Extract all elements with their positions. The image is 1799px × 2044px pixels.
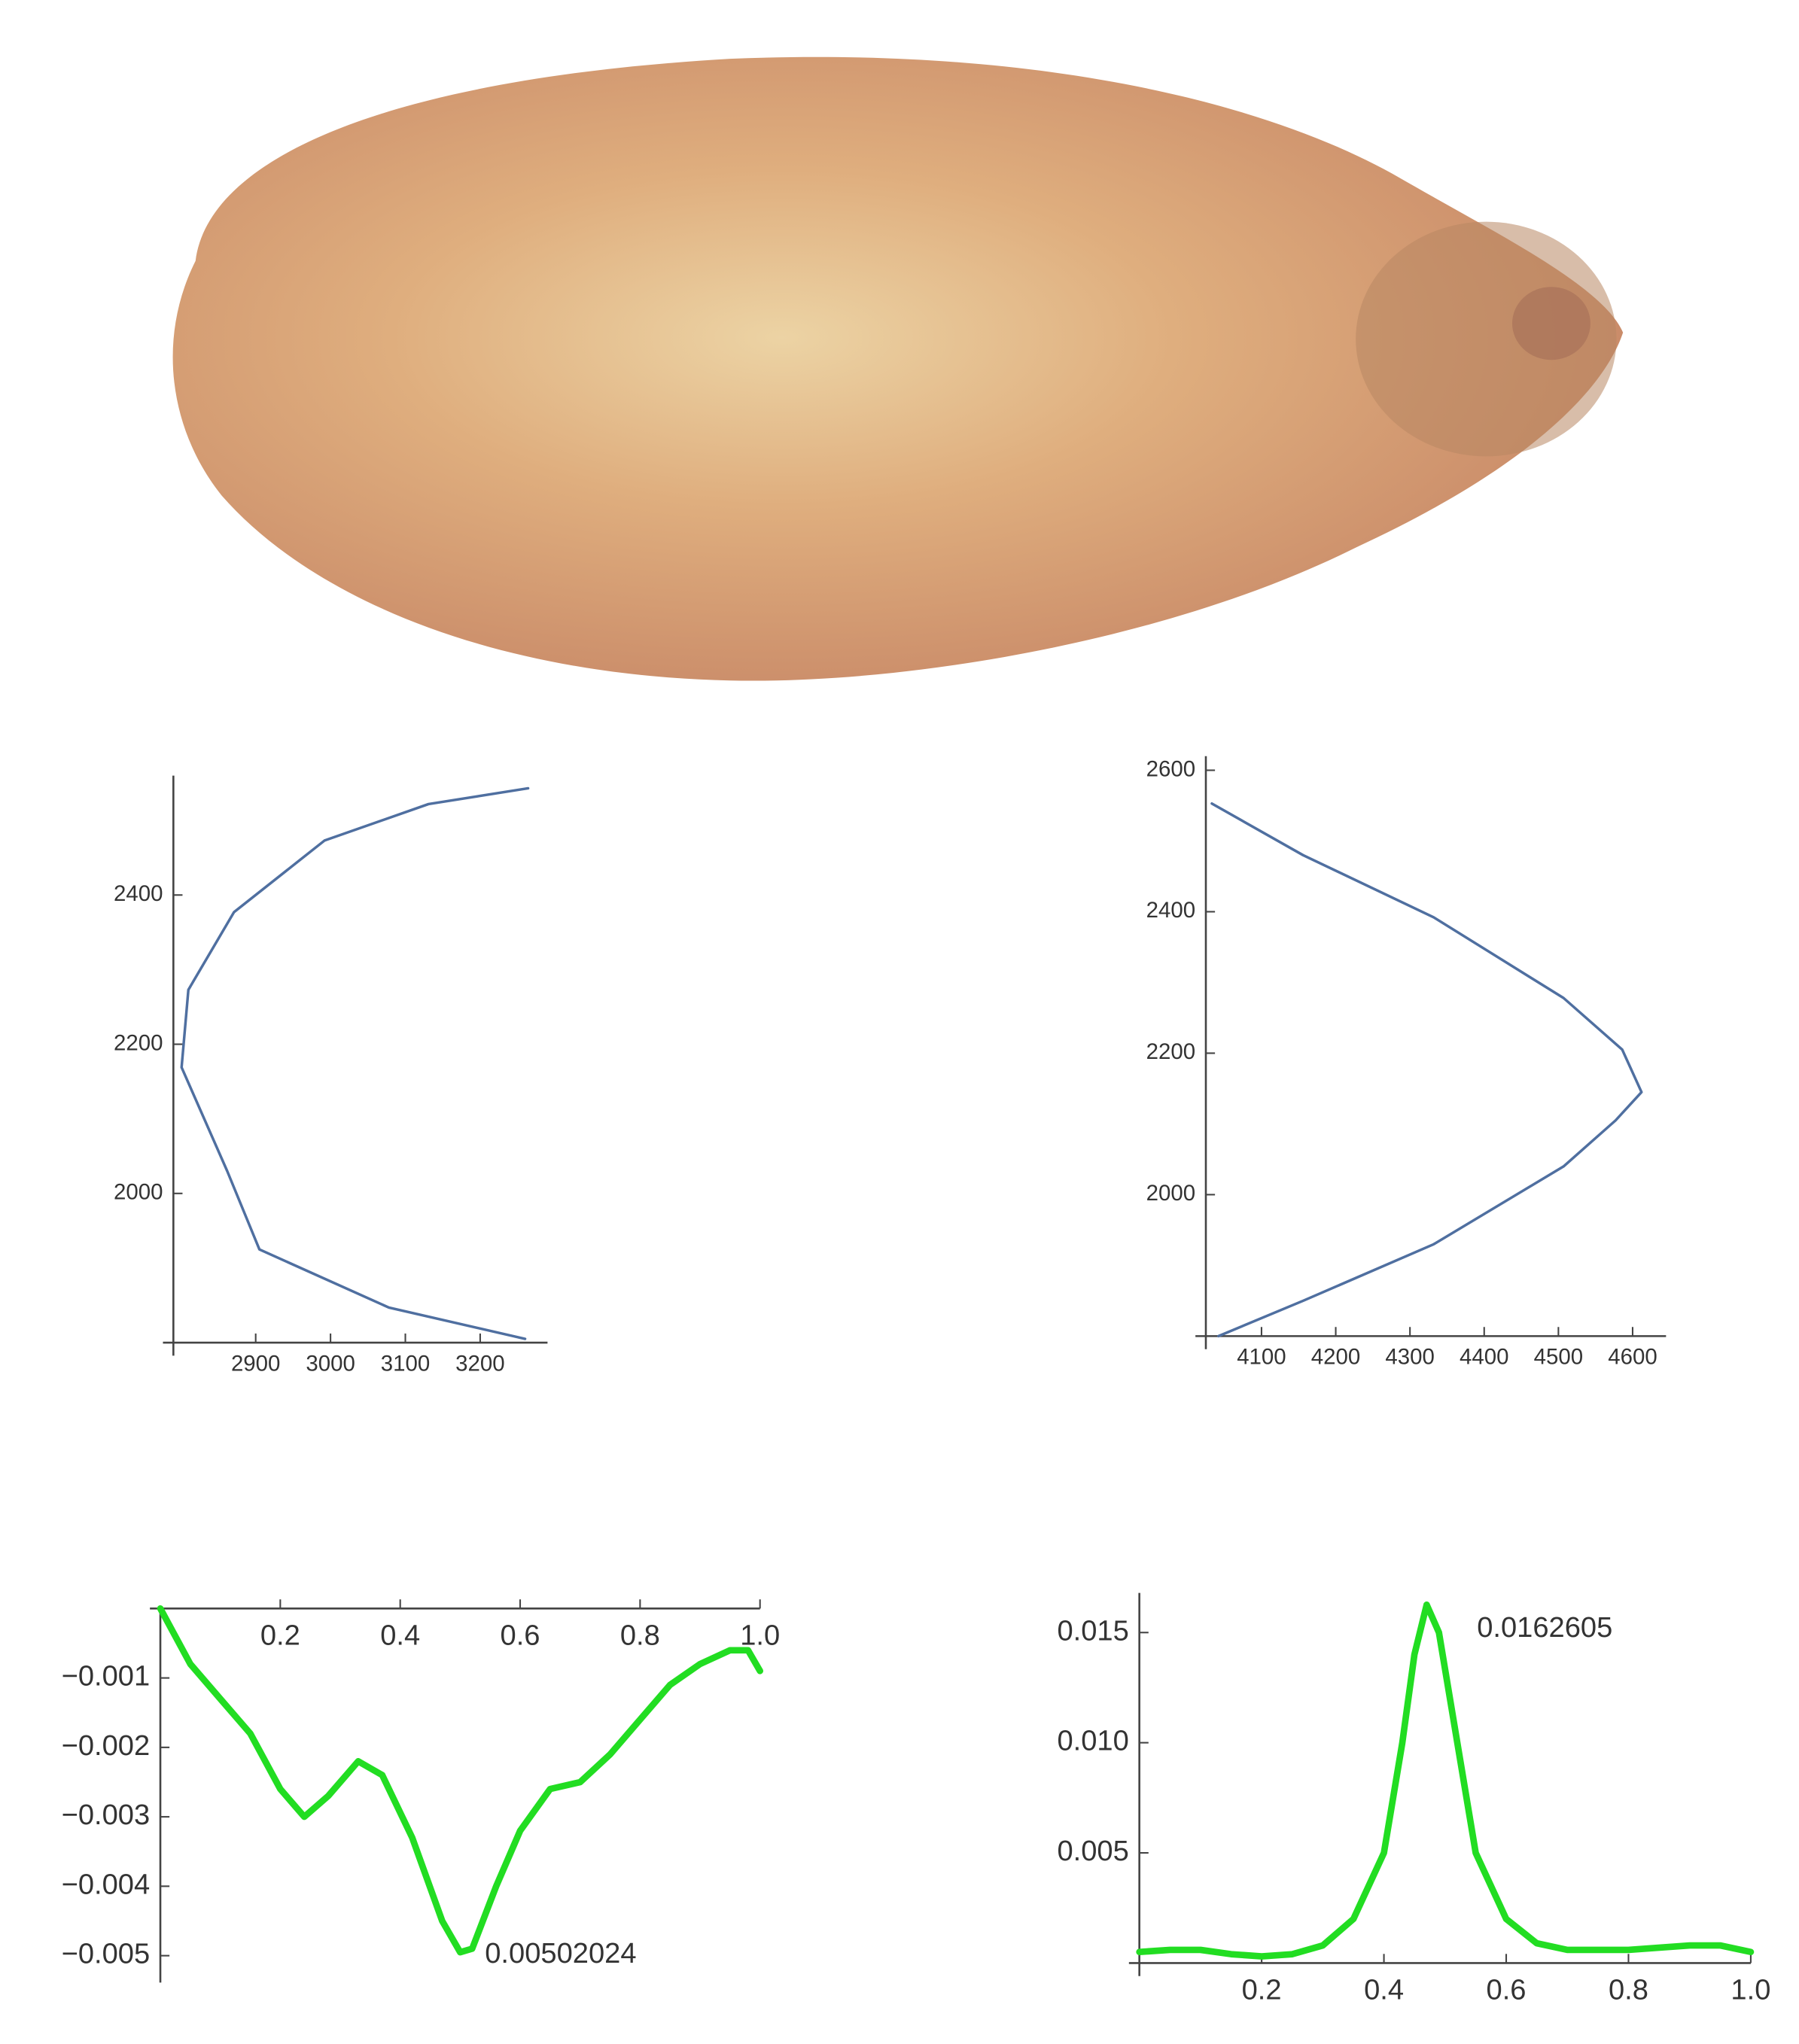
x-tick-label: 1.0 (740, 1620, 780, 1652)
x-tick-label: 0.2 (1242, 1975, 1282, 2006)
curve (180, 786, 530, 1340)
x-tick-label: 0.2 (260, 1620, 300, 1652)
y-tick-label: 0.015 (1057, 1615, 1128, 1647)
x-tick-label: 4200 (1311, 1345, 1361, 1370)
x-tick-label: 1.0 (1731, 1975, 1770, 2006)
x-tick-label: 0.6 (501, 1620, 540, 1652)
x-tick-label: 0.4 (380, 1620, 420, 1652)
y-tick-label: −0.002 (62, 1730, 151, 1762)
x-tick-label: 0.8 (620, 1620, 660, 1652)
x-tick-label: 4400 (1460, 1345, 1509, 1370)
y-tick-label: 2600 (1146, 756, 1196, 781)
annotation: 0.00502024 (485, 1938, 636, 1969)
y-tick-label: −0.003 (62, 1799, 151, 1831)
curve (1210, 802, 1643, 1338)
x-tick-label: 0.4 (1364, 1975, 1404, 2006)
x-tick-label: 4100 (1237, 1345, 1286, 1370)
curve (157, 1605, 764, 1956)
x-tick-label: 4500 (1534, 1345, 1583, 1370)
x-tick-label: 3100 (381, 1351, 430, 1376)
y-tick-label: 0.010 (1057, 1726, 1128, 1757)
y-tick-label: 2400 (114, 881, 163, 906)
x-tick-label: 0.8 (1609, 1975, 1648, 2006)
x-tick-label: 3200 (455, 1351, 505, 1376)
x-tick-label: 2900 (231, 1351, 281, 1376)
x-tick-label: 4600 (1608, 1345, 1657, 1370)
y-tick-label: 2000 (114, 1180, 163, 1205)
grain-photo (172, 56, 1624, 681)
x-tick-label: 0.6 (1487, 1975, 1527, 2006)
y-tick-label: 2400 (1146, 898, 1196, 923)
y-tick-label: 2200 (1146, 1039, 1196, 1064)
y-tick-label: 2200 (114, 1030, 163, 1055)
annotation: 0.0162605 (1477, 1612, 1612, 1644)
grain-tip (1511, 287, 1590, 360)
y-tick-label: −0.001 (62, 1661, 151, 1693)
y-tick-label: −0.005 (62, 1939, 151, 1970)
curve (1136, 1601, 1755, 1960)
y-tick-label: −0.004 (62, 1869, 151, 1900)
x-tick-label: 3000 (306, 1351, 355, 1376)
y-tick-label: 0.005 (1057, 1836, 1128, 1867)
x-tick-label: 4300 (1385, 1345, 1434, 1370)
grain-germ (1356, 221, 1617, 457)
y-tick-label: 2000 (1146, 1181, 1196, 1206)
